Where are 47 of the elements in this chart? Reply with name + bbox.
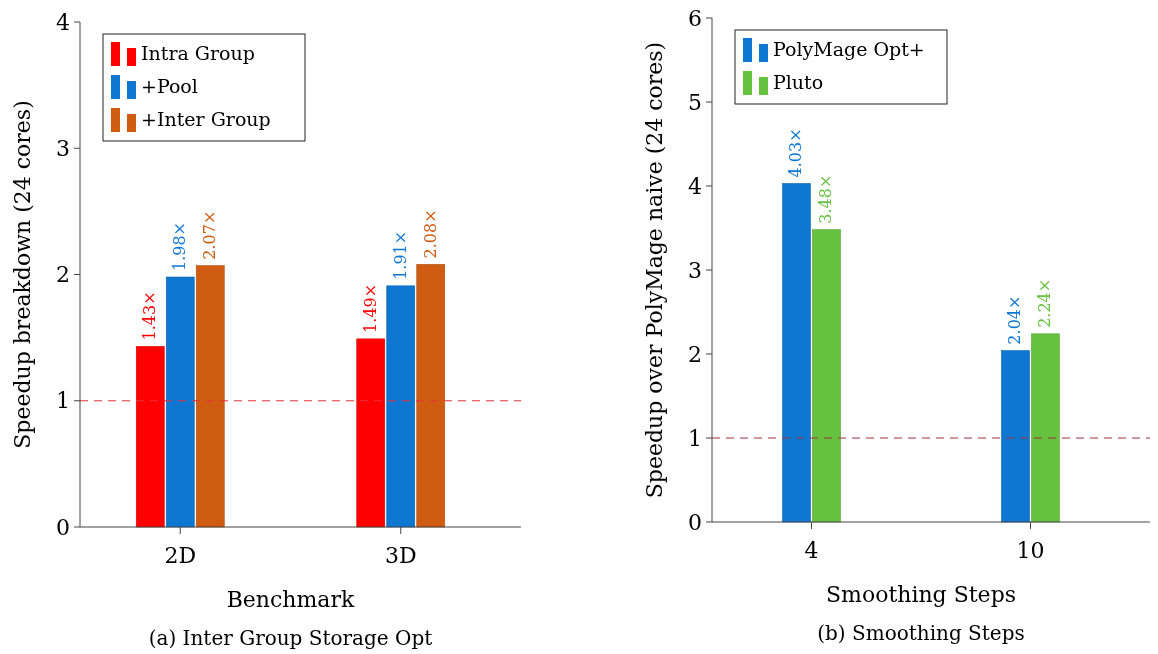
data-label: 1.98×: [170, 221, 190, 272]
y-tick-label: 5: [688, 89, 702, 115]
data-label: 2.07×: [200, 210, 220, 260]
legend-label: +Inter Group: [141, 108, 271, 130]
data-label: 1.43×: [140, 291, 160, 341]
y-tick-label: 2: [688, 341, 702, 367]
data-label: 2.04×: [1005, 295, 1025, 345]
y-axis-title: Speedup breakdown (24 cores): [10, 100, 35, 449]
y-tick-label: 0: [56, 514, 70, 540]
bar: [135, 346, 165, 528]
data-label: 1.91×: [390, 230, 410, 280]
x-tick-label: 2D: [164, 543, 197, 568]
data-label: 1.49×: [360, 283, 380, 333]
y-tick-label: 6: [688, 5, 702, 31]
y-tick-label: 2: [56, 262, 70, 288]
bar: [1031, 333, 1060, 523]
legend-label: +Pool: [141, 75, 198, 97]
text: (a) Inter Group Storage Opt: [148, 626, 433, 650]
x-tick-label: 3D: [384, 543, 417, 568]
bar: [195, 265, 225, 528]
legend-label: Pluto: [773, 71, 824, 93]
y-tick-label: 4: [688, 173, 702, 199]
data-label: 2.08×: [420, 209, 440, 259]
x-tick-label: 4: [804, 538, 819, 563]
legend-label: PolyMage Opt+: [773, 38, 925, 60]
x-axis-title: Smoothing Steps: [825, 582, 1017, 607]
y-tick-label: 3: [688, 257, 702, 283]
x-axis-title: Benchmark: [226, 587, 355, 612]
bar: [386, 285, 416, 528]
y-tick-label: 1: [688, 425, 702, 451]
bar: [416, 264, 446, 528]
y-axis-title: Speedup over PolyMage naive (24 cores): [642, 41, 667, 499]
bar: [165, 276, 195, 528]
legend-label: Intra Group: [141, 42, 255, 64]
y-tick-label: 0: [688, 509, 702, 535]
data-label: 2.24×: [1035, 278, 1055, 328]
data-label: 3.48×: [816, 174, 836, 224]
bar: [356, 338, 386, 528]
data-label: 4.03×: [786, 128, 806, 178]
bar: [782, 183, 811, 523]
text: (b) Smoothing Steps: [817, 621, 1025, 645]
x-tick-label: 10: [1016, 538, 1045, 563]
bar: [1001, 350, 1030, 523]
y-tick-label: 4: [56, 9, 70, 35]
y-tick-label: 1: [56, 388, 70, 414]
bar: [812, 229, 841, 523]
y-tick-label: 3: [56, 135, 70, 161]
